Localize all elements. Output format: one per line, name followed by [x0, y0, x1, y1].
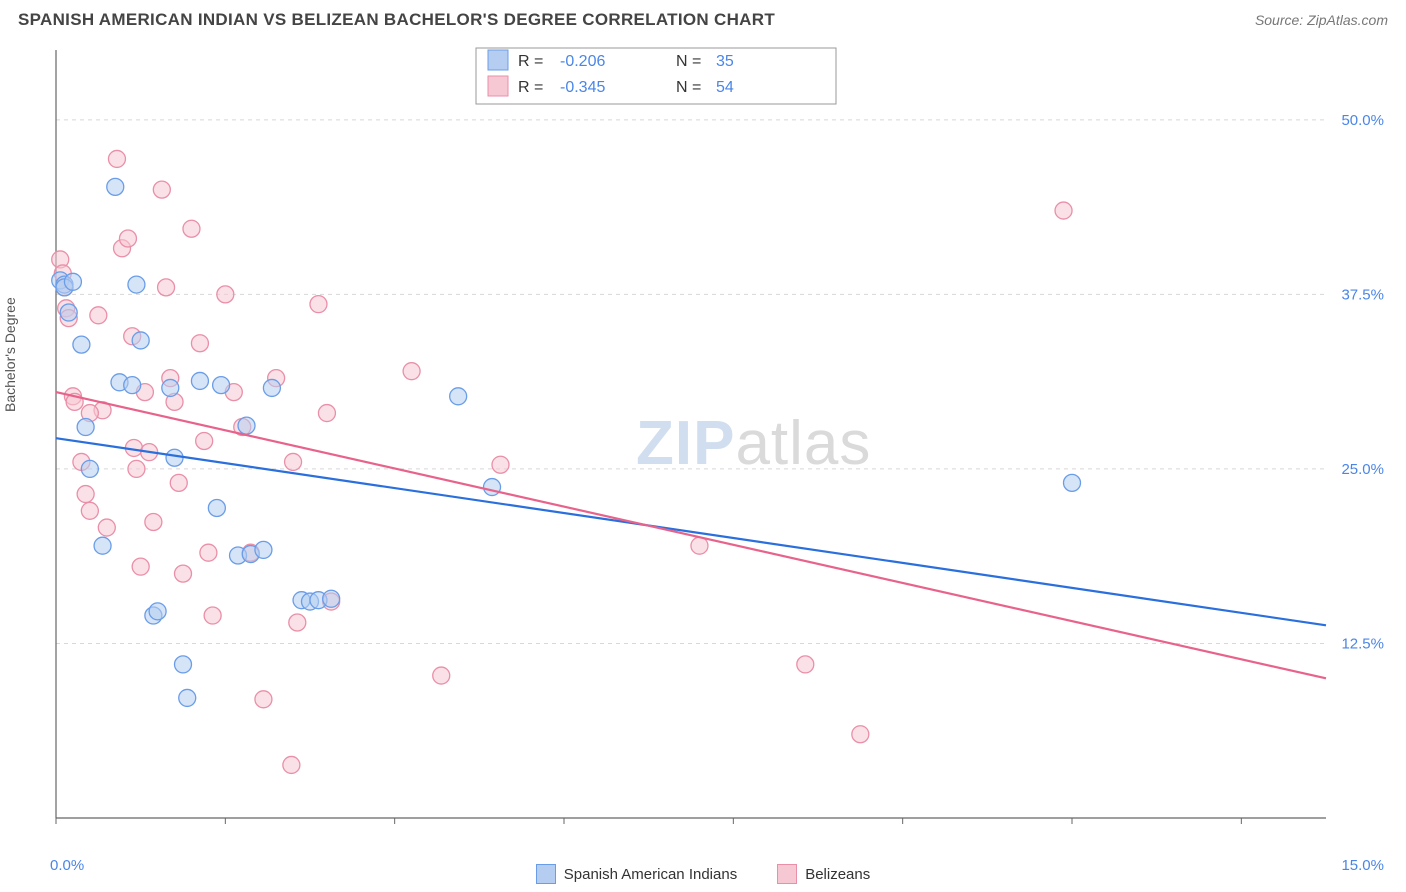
scatter-chart: 12.5%25.0%37.5%50.0%R = -0.206N = 35R = …: [46, 38, 1396, 850]
svg-text:-0.345: -0.345: [560, 79, 605, 96]
chart-area: Bachelor's Degree 12.5%25.0%37.5%50.0%R …: [46, 38, 1396, 850]
legend-label: Spanish American Indians: [564, 866, 737, 883]
svg-text:-0.206: -0.206: [560, 53, 605, 70]
bottom-legend: Spanish American Indians Belizeans: [0, 864, 1406, 884]
legend-swatch-icon: [536, 864, 556, 884]
svg-text:N =: N =: [676, 79, 701, 96]
y-axis-label: Bachelor's Degree: [2, 297, 18, 412]
svg-text:R =: R =: [518, 79, 543, 96]
svg-text:R =: R =: [518, 53, 543, 70]
legend-label: Belizeans: [805, 866, 870, 883]
legend-swatch-icon: [777, 864, 797, 884]
svg-text:54: 54: [716, 79, 734, 96]
svg-text:25.0%: 25.0%: [1341, 461, 1384, 478]
svg-text:N =: N =: [676, 53, 701, 70]
svg-text:35: 35: [716, 53, 734, 70]
svg-text:37.5%: 37.5%: [1341, 286, 1384, 303]
legend-item-spanish: Spanish American Indians: [536, 864, 737, 884]
source-label: Source: ZipAtlas.com: [1255, 12, 1388, 28]
svg-text:12.5%: 12.5%: [1341, 635, 1384, 652]
legend-item-belizean: Belizeans: [777, 864, 870, 884]
chart-title: SPANISH AMERICAN INDIAN VS BELIZEAN BACH…: [18, 10, 775, 30]
header: SPANISH AMERICAN INDIAN VS BELIZEAN BACH…: [0, 0, 1406, 38]
svg-text:50.0%: 50.0%: [1341, 112, 1384, 129]
